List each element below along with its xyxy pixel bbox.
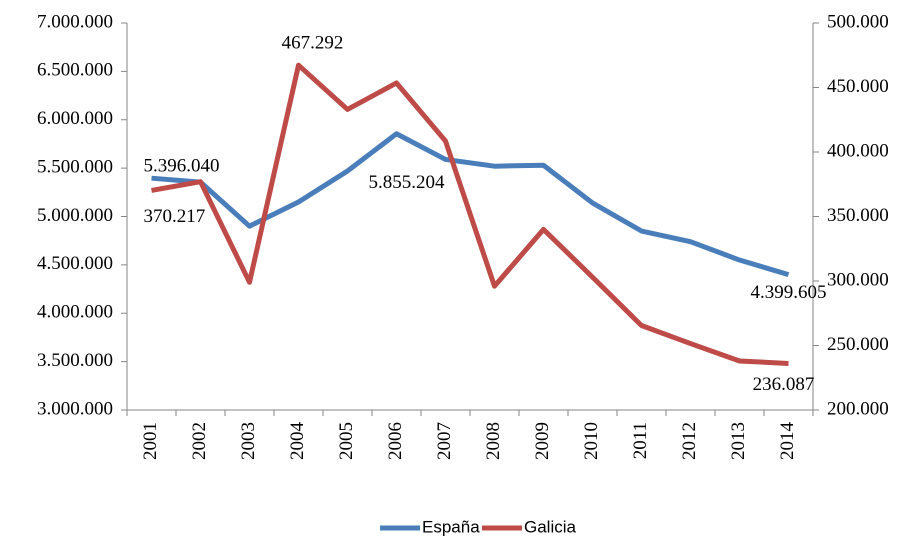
x-tick-label: 2014 xyxy=(777,422,798,461)
series-line xyxy=(151,131,790,277)
y2-tick-label: 300.000 xyxy=(827,269,889,290)
x-tick-label: 2001 xyxy=(140,422,161,460)
y-tick-label: 4.500.000 xyxy=(37,253,113,274)
y2-tick-label: 200.000 xyxy=(827,398,889,419)
x-tick-label: 2008 xyxy=(483,422,504,460)
series-line xyxy=(151,62,789,366)
data-label: 370.217 xyxy=(144,206,206,227)
x-tick-label: 2009 xyxy=(532,422,553,460)
x-tick-label: 2002 xyxy=(189,422,210,460)
y2-tick-label: 400.000 xyxy=(827,140,889,161)
y2-tick-label: 500.000 xyxy=(827,11,889,32)
x-tick-label: 2005 xyxy=(336,422,357,460)
data-label: 467.292 xyxy=(282,33,344,54)
x-tick-label: 2013 xyxy=(728,422,749,460)
x-tick-label: 2004 xyxy=(287,422,308,461)
y2-tick-label: 450.000 xyxy=(827,76,889,97)
y-tick-label: 6.000.000 xyxy=(37,108,113,129)
legend-label: Galicia xyxy=(524,517,577,536)
y-tick-label: 3.000.000 xyxy=(37,398,113,419)
data-label: 5.396.040 xyxy=(144,156,220,177)
y-tick-label: 4.000.000 xyxy=(37,302,113,323)
x-tick-label: 2011 xyxy=(630,422,651,459)
y2-tick-label: 250.000 xyxy=(827,334,889,355)
legend: España Galicia xyxy=(380,517,577,536)
data-label: 5.855.204 xyxy=(369,172,446,193)
y2-tick-label: 350.000 xyxy=(827,205,889,226)
x-tick-label: 2010 xyxy=(581,422,602,460)
y-tick-label: 5.000.000 xyxy=(37,205,113,226)
data-label: 236.087 xyxy=(753,374,815,395)
y-tick-label: 5.500.000 xyxy=(37,156,113,177)
x-tick-label: 2012 xyxy=(679,422,700,460)
x-tick-label: 2007 xyxy=(434,422,455,460)
x-tick-label: 2003 xyxy=(238,422,259,460)
data-label: 4.399.605 xyxy=(751,282,827,303)
y-tick-label: 7.000.000 xyxy=(37,11,113,32)
legend-label: España xyxy=(422,517,480,536)
y-tick-label: 6.500.000 xyxy=(37,60,113,81)
y-tick-label: 3.500.000 xyxy=(37,350,113,371)
x-tick-label: 2006 xyxy=(385,422,406,460)
